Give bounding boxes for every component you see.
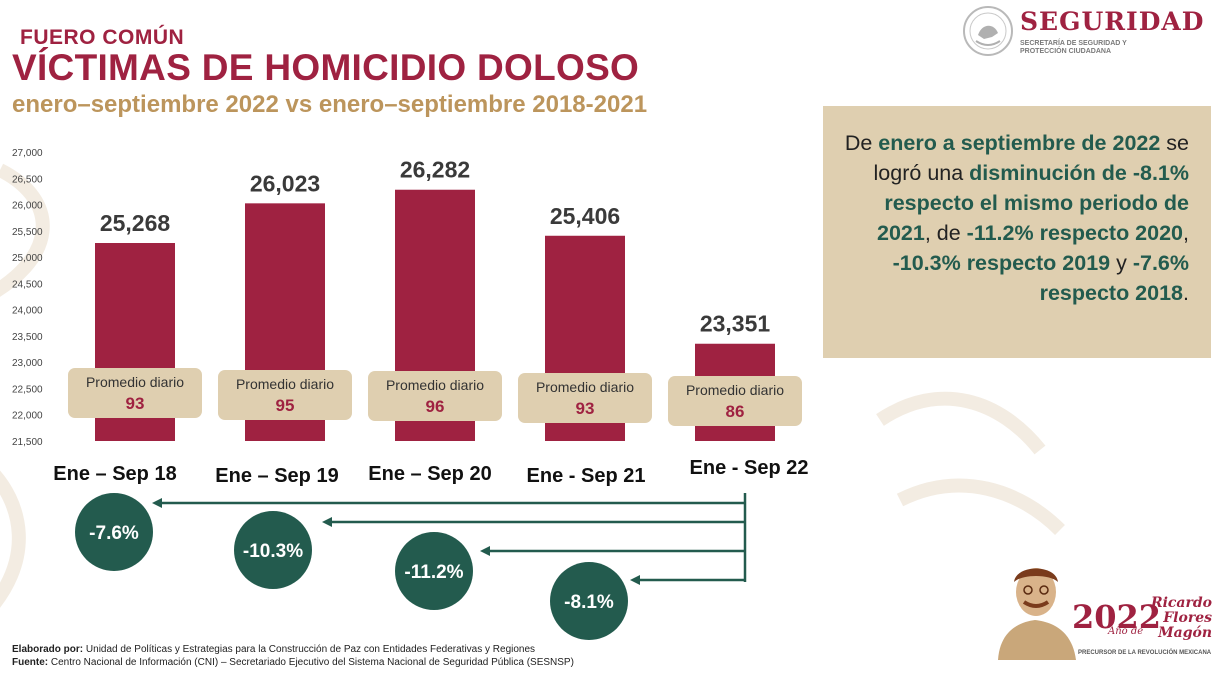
brand-name: Ricardo Flores Magón — [1150, 595, 1212, 641]
comparison-label: -10.3% — [243, 541, 303, 562]
summary-segment: , — [1183, 221, 1189, 245]
bar-value-label: 23,351 — [700, 311, 771, 337]
daily-average-label: Promedio diario — [386, 377, 484, 393]
footer-fuente: Fuente: Centro Nacional de Información (… — [12, 656, 574, 669]
summary-segment: -11.2% respecto 2020 — [966, 221, 1184, 245]
y-tick-label: 23,000 — [12, 358, 43, 369]
comparison-label: -8.1% — [564, 592, 614, 613]
footer-elaborado: Elaborado por: Unidad de Políticas y Est… — [12, 643, 574, 656]
coat-of-arms-icon — [963, 6, 1013, 56]
summary-segment: enero a septiembre de 2022 — [878, 131, 1161, 155]
comparison-label: -11.2% — [404, 562, 463, 583]
summary-segment: disminución de -8.1% respecto el mismo p… — [876, 161, 1189, 245]
arrow-head-icon — [322, 517, 332, 527]
logo-subtitle: SECRETARÍA DE SEGURIDAD Y PROTECCIÓN CIU… — [1020, 40, 1127, 55]
summary-segment: -7.6% respecto 2018 — [1039, 251, 1189, 305]
comparison-circle — [75, 493, 153, 571]
page-title: VÍCTIMAS DE HOMICIDIO DOLOSO — [12, 47, 640, 88]
arrow-head-icon — [480, 546, 490, 556]
bar-value-label: 25,268 — [100, 210, 171, 236]
fuente-label: Fuente: — [12, 657, 49, 668]
flores-magon-brand: 2022 Ricardo Flores Magón Año de PRECURS… — [990, 560, 1215, 660]
comparison-label: -7.6% — [89, 523, 139, 544]
comparison-circle — [395, 532, 473, 610]
seguridad-logo: SEGURIDAD SECRETARÍA DE SEGURIDAD Y PROT… — [962, 5, 1212, 60]
x-category-label: Ene – Sep 20 — [368, 463, 491, 485]
kicker: FUERO COMÚN — [20, 26, 185, 49]
page-subtitle: enero–septiembre 2022 vs enero–septiembr… — [12, 91, 648, 118]
brand-ano: Año de — [1108, 626, 1144, 637]
comparison-circle — [550, 562, 628, 640]
y-tick-label: 24,000 — [12, 306, 43, 317]
bar-value-label: 25,406 — [550, 203, 620, 229]
summary-segment: De — [844, 131, 879, 155]
y-tick-label: 22,000 — [12, 411, 43, 422]
footer: Elaborado por: Unidad de Políticas y Est… — [12, 643, 574, 669]
daily-average-box — [368, 371, 502, 421]
y-tick-label: 26,000 — [12, 201, 43, 212]
x-category-label: Ene – Sep 18 — [53, 463, 176, 485]
fuente-text: Centro Nacional de Información (CNI) – S… — [50, 657, 574, 668]
daily-average-box — [218, 370, 352, 420]
daily-average-label: Promedio diario — [236, 376, 334, 392]
daily-average-box — [68, 368, 202, 418]
daily-average-box — [668, 376, 802, 426]
y-tick-label: 27,000 — [12, 148, 43, 159]
arrow-head-icon — [152, 498, 162, 508]
summary-segment: , de — [924, 221, 967, 245]
bar-value-label: 26,023 — [250, 170, 320, 196]
elaborado-label: Elaborado por: — [12, 644, 84, 655]
x-category-label: Ene - Sep 22 — [690, 457, 809, 479]
arrow-head-icon — [630, 575, 640, 585]
daily-average-label: Promedio diario — [536, 379, 634, 395]
summary-segment: y — [1110, 251, 1133, 275]
bar-value-label: 26,282 — [400, 157, 470, 183]
x-category-label: Ene - Sep 21 — [527, 465, 646, 487]
daily-average-value: 96 — [426, 397, 445, 416]
y-tick-label: 26,500 — [12, 174, 43, 185]
x-category-label: Ene – Sep 19 — [215, 465, 338, 487]
summary-text: De enero a septiembre de 2022 se logró u… — [837, 128, 1189, 308]
comparison-circle — [234, 511, 312, 589]
portrait-icon — [998, 568, 1076, 660]
daily-average-value: 93 — [576, 399, 595, 418]
summary-box: De enero a septiembre de 2022 se logró u… — [823, 106, 1211, 358]
daily-average-value: 95 — [276, 396, 295, 415]
y-tick-label: 23,500 — [12, 332, 43, 343]
brand-tagline: PRECURSOR DE LA REVOLUCIÓN MEXICANA — [1078, 650, 1212, 656]
summary-segment: -10.3% respecto 2019 — [892, 251, 1111, 275]
summary-segment: se logró una — [873, 131, 1189, 185]
brand-year: 2022 — [1072, 598, 1162, 636]
logo-name: SEGURIDAD — [1020, 7, 1205, 36]
y-tick-label: 25,000 — [12, 253, 43, 264]
summary-segment: . — [1183, 281, 1189, 305]
y-tick-label: 22,500 — [12, 384, 43, 395]
elaborado-text: Unidad de Políticas y Estrategias para l… — [85, 644, 536, 655]
y-tick-label: 24,500 — [12, 279, 43, 290]
y-tick-label: 21,500 — [12, 437, 43, 448]
daily-average-box — [518, 373, 652, 423]
daily-average-value: 86 — [726, 402, 745, 421]
daily-average-value: 93 — [126, 394, 145, 413]
daily-average-label: Promedio diario — [86, 374, 184, 390]
daily-average-label: Promedio diario — [686, 382, 784, 398]
y-tick-label: 25,500 — [12, 227, 43, 238]
